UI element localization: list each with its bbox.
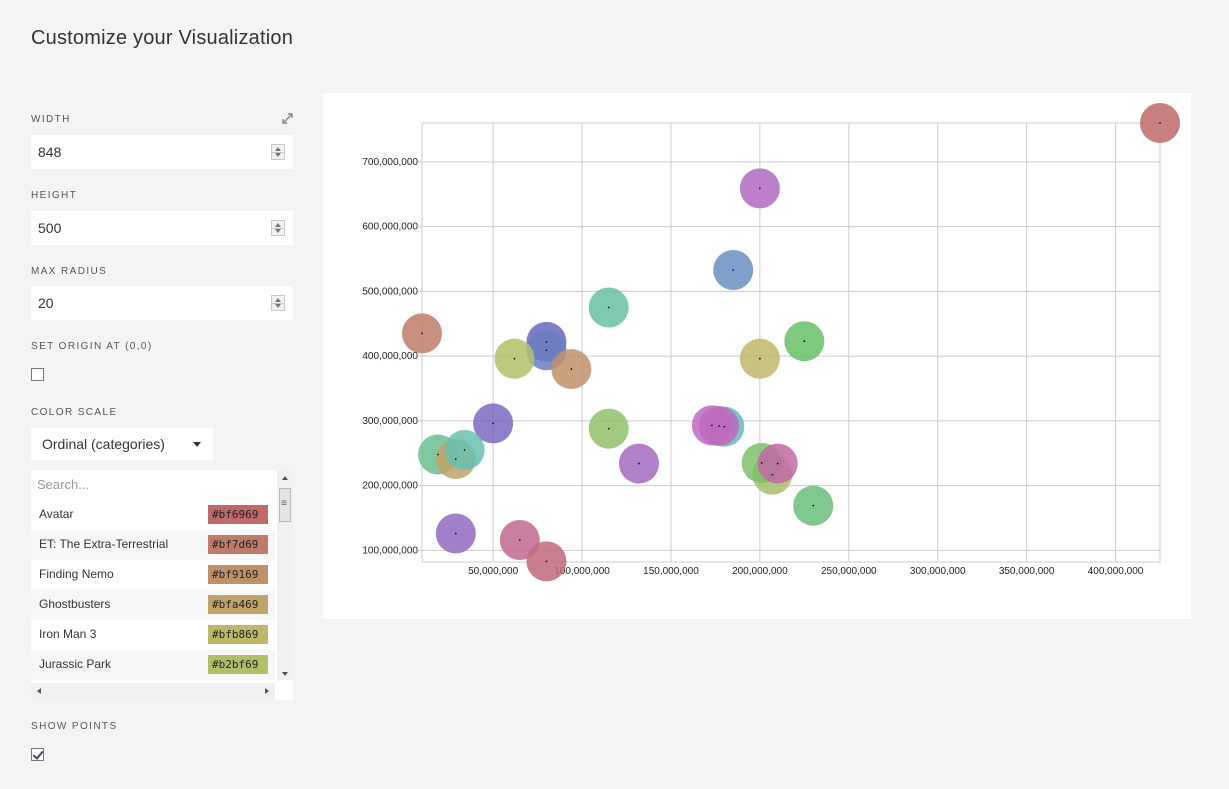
show-points-checkbox[interactable]	[31, 748, 44, 761]
color-item-name: ET: The Extra-Terrestrial	[39, 537, 169, 551]
color-scale-label: COLOR SCALE	[31, 407, 118, 418]
width-value: 848	[38, 144, 62, 160]
scroll-thumb[interactable]	[279, 488, 291, 522]
max-radius-input[interactable]: 20	[31, 286, 293, 320]
data-point	[803, 340, 806, 343]
color-swatch[interactable]: #bf6969	[208, 505, 268, 524]
data-point	[812, 504, 815, 507]
x-tick-label: 200,000,000	[732, 566, 788, 577]
width-spinner[interactable]	[271, 144, 285, 160]
data-point	[545, 340, 548, 343]
height-spinner[interactable]	[271, 220, 285, 236]
y-tick-label: 100,000,000	[362, 545, 418, 556]
y-tick-label: 600,000,000	[362, 222, 418, 233]
color-list-item[interactable]: Ghostbusters #bfa469	[31, 590, 275, 620]
x-tick-label: 350,000,000	[999, 566, 1055, 577]
color-search-input[interactable]: Search...	[31, 470, 275, 498]
show-points-label: SHOW POINTS	[31, 721, 118, 732]
vertical-scrollbar[interactable]	[277, 470, 293, 680]
data-point	[638, 462, 640, 465]
data-point	[518, 539, 521, 541]
horizontal-scrollbar[interactable]	[31, 683, 275, 700]
data-point	[437, 453, 439, 456]
data-point	[1159, 122, 1161, 124]
x-tick-label: 100,000,000	[554, 566, 610, 577]
origin-label: SET ORIGIN AT (0,0)	[31, 341, 153, 352]
color-swatch[interactable]: #bfb869	[208, 625, 268, 644]
expand-icon[interactable]	[282, 113, 293, 124]
data-point	[607, 306, 610, 309]
data-point	[776, 462, 779, 465]
color-list-item[interactable]: Jurassic Park #b2bf69	[31, 650, 275, 680]
data-point	[771, 473, 774, 476]
scroll-down-icon[interactable]	[282, 672, 288, 676]
height-input[interactable]: 500	[31, 211, 293, 245]
data-point	[732, 269, 735, 271]
y-tick-label: 500,000,000	[362, 286, 418, 297]
max-radius-label: MAX RADIUS	[31, 266, 108, 277]
x-tick-label: 250,000,000	[821, 566, 877, 577]
origin-checkbox[interactable]	[31, 368, 44, 381]
color-scale-select[interactable]: Ordinal (categories)	[31, 428, 213, 460]
data-point	[710, 424, 713, 427]
color-swatch[interactable]: #bf7d69	[208, 535, 268, 554]
data-point	[758, 357, 761, 360]
data-point	[421, 332, 423, 335]
color-item-name: Ghostbusters	[39, 597, 111, 611]
y-tick-label: 300,000,000	[362, 416, 418, 427]
width-input[interactable]: 848	[31, 135, 293, 169]
max-radius-spinner[interactable]	[271, 295, 285, 311]
max-radius-value: 20	[38, 295, 54, 311]
color-list-item[interactable]: Avatar #bf6969	[31, 500, 275, 530]
width-label: WIDTH	[31, 114, 71, 125]
page-title: Customize your Visualization	[31, 27, 294, 49]
scroll-right-icon[interactable]	[265, 688, 269, 694]
scroll-up-icon[interactable]	[282, 476, 288, 480]
data-point	[545, 560, 548, 563]
x-tick-label: 50,000,000	[468, 566, 518, 577]
color-swatch[interactable]: #bfa469	[208, 595, 268, 614]
height-label: HEIGHT	[31, 190, 78, 201]
scroll-left-icon[interactable]	[37, 688, 41, 694]
chart-card: 50,000,000 100,000,000 150,000,000 200,000,…	[323, 93, 1191, 619]
color-swatch[interactable]: #b2bf69	[208, 655, 268, 674]
y-tick-label: 200,000,000	[362, 481, 418, 492]
color-item-name: Iron Man 3	[39, 627, 97, 641]
data-point	[492, 422, 495, 425]
scatter-chart: 50,000,000 100,000,000 150,000,000 200,000,…	[362, 103, 1180, 582]
y-tick-label: 400,000,000	[362, 351, 418, 362]
x-tick-label: 400,000,000	[1088, 566, 1144, 577]
color-item-name: Jurassic Park	[39, 657, 112, 671]
chevron-down-icon	[193, 442, 201, 447]
color-search-placeholder: Search...	[37, 477, 90, 492]
height-value: 500	[38, 220, 62, 236]
color-list-item[interactable]: ET: The Extra-Terrestrial #bf7d69	[31, 530, 275, 560]
data-point	[760, 462, 763, 464]
data-point	[607, 427, 610, 430]
color-item-name: Avatar	[39, 507, 74, 521]
data-point	[545, 349, 548, 352]
color-scale-selected: Ordinal (categories)	[42, 436, 165, 452]
color-item-name: Finding Nemo	[39, 567, 114, 581]
color-list: Search... Avatar #bf6969 ET: The Extra-Ter…	[31, 470, 293, 700]
data-point	[454, 532, 457, 535]
data-point	[758, 187, 761, 190]
data-point	[454, 458, 457, 460]
data-point	[463, 449, 466, 451]
data-point	[718, 425, 720, 427]
data-point	[513, 357, 516, 360]
color-swatch[interactable]: #bf9169	[208, 565, 268, 584]
color-list-item[interactable]: Finding Nemo #bf9169	[31, 560, 275, 590]
y-tick-label: 700,000,000	[362, 157, 418, 168]
data-point	[570, 368, 573, 370]
color-list-item[interactable]: Iron Man 3 #bfb869	[31, 620, 275, 650]
data-point	[723, 425, 726, 428]
x-tick-label: 150,000,000	[643, 566, 699, 577]
x-tick-label: 300,000,000	[910, 566, 966, 577]
